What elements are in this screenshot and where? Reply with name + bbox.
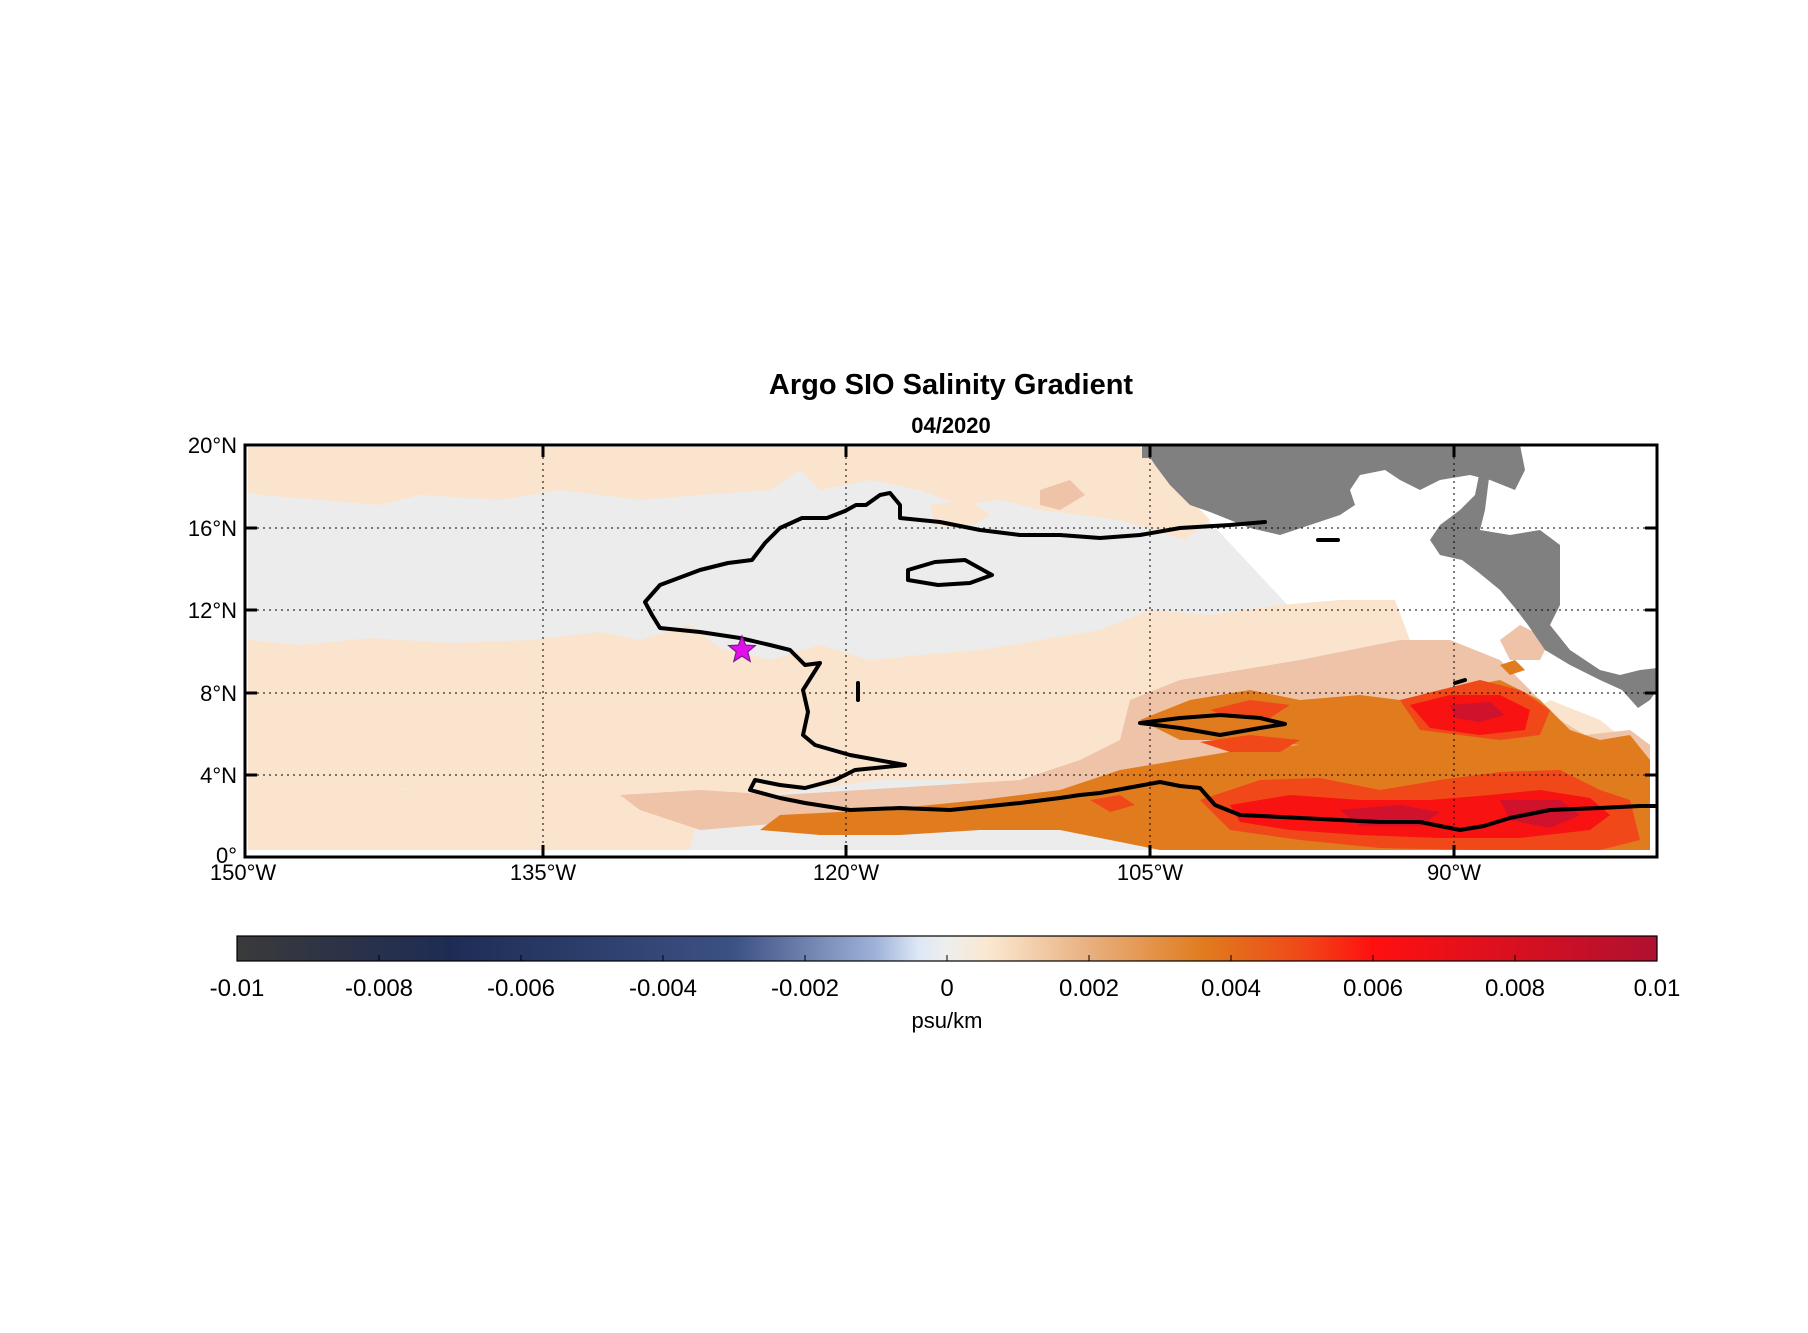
colorbar-tick-label: 0.002 — [1059, 975, 1119, 1002]
lat-tick-label: 16°N — [188, 516, 237, 541]
colorbar-tick-label: -0.008 — [345, 975, 413, 1002]
light-region — [248, 447, 1210, 540]
contour-line — [1453, 678, 1467, 685]
lat-tick-label: 12°N — [188, 598, 237, 623]
chart-subtitle: 04/2020 — [911, 413, 991, 438]
lat-tick-label: 0° — [216, 843, 237, 868]
lat-tick-label: 8°N — [200, 681, 237, 706]
colorbar-tick-label: -0.006 — [487, 975, 555, 1002]
lon-tick-label: 90°W — [1427, 860, 1481, 885]
contour-lines — [643, 491, 1657, 832]
colorbar-ticks — [378, 955, 1516, 961]
lat-tick-label: 4°N — [200, 763, 237, 788]
colorbar-tick-label: 0.004 — [1201, 975, 1261, 1002]
colorbar-tick-label: -0.01 — [210, 975, 265, 1002]
lon-tick-label: 120°W — [813, 860, 880, 885]
map-ticks — [245, 445, 1657, 857]
contour-line — [1138, 713, 1287, 737]
contour-line — [643, 491, 1657, 832]
light-region — [248, 690, 680, 730]
longitude-labels: 150°W 135°W 120°W 105°W 90°W — [210, 860, 1481, 885]
colorbar-tick-label: 0.01 — [1634, 975, 1681, 1002]
contour-line — [906, 558, 994, 587]
gridlines — [245, 445, 1657, 857]
colorbar-tick-label: -0.004 — [629, 975, 697, 1002]
colorbar-label: psu/km — [912, 1008, 983, 1033]
medium-region — [1040, 480, 1085, 510]
light-region — [248, 770, 700, 850]
lon-tick-label: 150°W — [210, 860, 277, 885]
star-marker — [727, 634, 757, 663]
latitude-labels: 0° 4°N 8°N 12°N 16°N 20°N — [188, 433, 237, 868]
colorbar-tick-label: 0.008 — [1485, 975, 1545, 1002]
lat-tick-label: 20°N — [188, 433, 237, 458]
chart-title: Argo SIO Salinity Gradient — [769, 369, 1134, 401]
orange-region — [1500, 660, 1525, 675]
lon-tick-label: 135°W — [510, 860, 577, 885]
lon-tick-label: 105°W — [1117, 860, 1184, 885]
redorange-region — [1090, 795, 1135, 812]
colorbar-tick-label: 0.006 — [1343, 975, 1403, 1002]
colorbar-tick-label: -0.002 — [771, 975, 839, 1002]
colorbar-tick-label: 0 — [940, 975, 953, 1002]
redorange-region — [1200, 735, 1300, 752]
map-panel — [245, 445, 1657, 857]
land-mass-top — [1142, 445, 1505, 458]
colorbar: -0.01 -0.008 -0.006 -0.004 -0.002 0 0.00… — [210, 935, 1681, 1033]
map-frame — [243, 443, 1659, 859]
darkred-region — [1450, 702, 1505, 722]
colorbar-tick-labels: -0.01 -0.008 -0.006 -0.004 -0.002 0 0.00… — [210, 975, 1681, 1002]
redorange-region — [1210, 700, 1290, 718]
land-mass — [1142, 445, 1657, 708]
